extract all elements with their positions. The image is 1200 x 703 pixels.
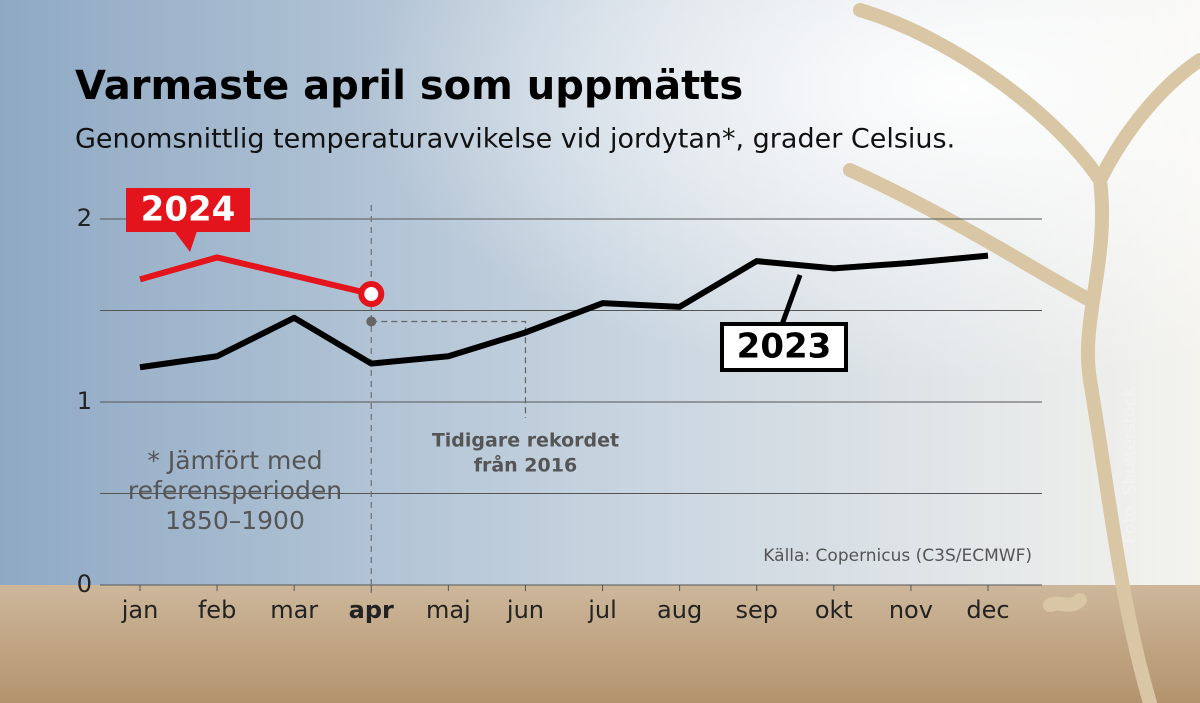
footnote: referensperioden	[128, 476, 342, 505]
tree	[843, 3, 1200, 703]
sun-glow	[0, 0, 1200, 590]
chart-title: Varmaste april som uppmätts	[75, 63, 743, 109]
x-tick-label: aug	[657, 596, 702, 624]
series-line	[139, 254, 372, 297]
legend-box	[126, 188, 250, 232]
endpoint	[358, 281, 385, 308]
y-tick-label: 0	[77, 570, 92, 598]
y-tick-label: 2	[77, 204, 92, 232]
footnote: * Jämfört med	[147, 446, 322, 475]
x-tick-label: sep	[735, 596, 778, 624]
legend-label: 2023	[737, 327, 832, 367]
x-tick-label: apr	[349, 596, 394, 624]
source: Källa: Copernicus (C3S/ECMWF)	[763, 546, 1032, 566]
series-line	[139, 252, 989, 371]
legend-pointer	[777, 274, 803, 331]
x-tick-label: nov	[889, 596, 933, 624]
x-tick-label: okt	[815, 596, 853, 624]
legend-label: 2024	[141, 190, 236, 230]
legend-pointer	[172, 228, 198, 252]
x-tick-label: dec	[966, 596, 1009, 624]
y-tick-label: 1	[77, 387, 92, 415]
photo-credit: Foto: Shutterstock	[1120, 387, 1140, 543]
x-tick-label: jan	[121, 596, 159, 624]
record-point	[366, 316, 377, 327]
x-tick-label: jun	[506, 596, 544, 624]
x-tick-label: jul	[587, 596, 617, 624]
chart-subtitle: Genomsnittlig temperaturavvikelse vid jo…	[75, 124, 955, 155]
legend-box	[720, 322, 848, 372]
desert	[0, 585, 1200, 703]
record-leader	[371, 320, 527, 418]
x-tick-label: mar	[270, 596, 318, 624]
x-tick-label: feb	[198, 596, 236, 624]
record-label: från 2016	[474, 453, 577, 477]
x-tick-label: maj	[426, 596, 471, 624]
record-label: Tidigare rekordet	[432, 430, 619, 452]
footnote: 1850–1900	[165, 506, 305, 535]
